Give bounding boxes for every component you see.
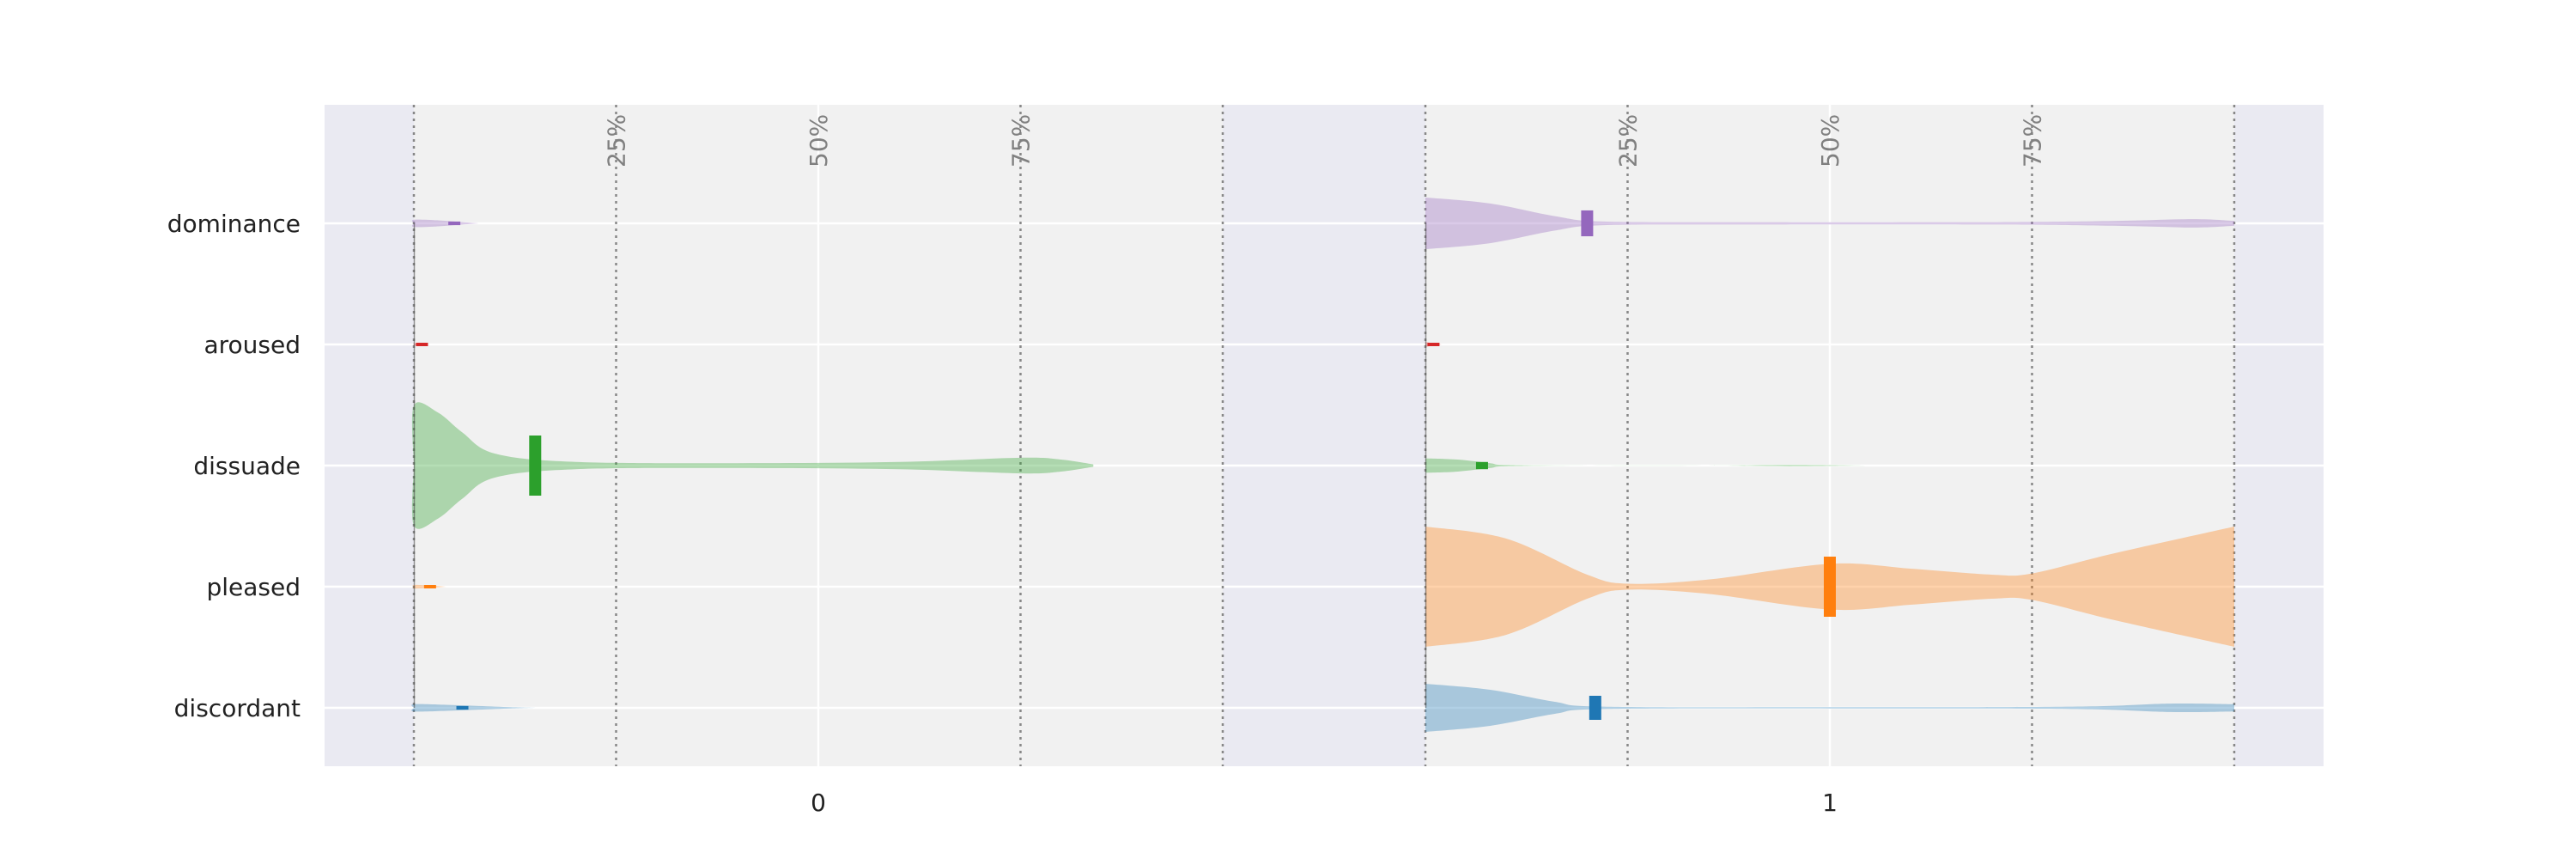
violin-1-dominance <box>1425 197 2234 250</box>
violin-0-dominance <box>411 219 479 228</box>
x-tick-label-1: 1 <box>1822 789 1838 817</box>
category-label-discordant: discordant <box>174 694 301 722</box>
category-label-dissuade: dissuade <box>193 452 301 480</box>
x-tick-label-0: 0 <box>811 789 826 817</box>
violin-1-discordant <box>1425 684 2234 732</box>
median-marker-1-dominance <box>1581 210 1594 237</box>
median-marker-1-dissuade <box>1475 461 1488 470</box>
violin-0-dissuade <box>411 402 1094 529</box>
median-marker-0-dissuade <box>529 436 542 496</box>
axis-labels: 0 1 25% 50% 75% 25% 50% 75% dominance aroused diss… <box>167 114 2047 817</box>
quantile-label-1-25%: 25% <box>1614 114 1643 168</box>
median-marker-0-aroused <box>416 343 428 346</box>
median-marker-0-dominance <box>448 221 461 226</box>
quantile-label-0-25%: 25% <box>603 114 631 168</box>
category-label-dominance: dominance <box>167 210 301 238</box>
quantile-label-1-75%: 75% <box>2019 114 2047 168</box>
category-label-pleased: pleased <box>206 573 301 601</box>
median-marker-1-aroused <box>1427 343 1440 346</box>
quantile-label-1-50%: 50% <box>1816 114 1844 168</box>
quantile-label-0-50%: 50% <box>805 114 833 168</box>
quantile-label-0-75%: 75% <box>1007 114 1036 168</box>
violins <box>411 197 2234 732</box>
median-marker-0-pleased <box>423 585 436 588</box>
median-marker-0-discordant <box>456 705 469 710</box>
median-marker-1-discordant <box>1589 696 1601 720</box>
violin-1-dissuade <box>1425 458 1871 473</box>
median-marker-1-pleased <box>1824 557 1836 617</box>
category-label-aroused: aroused <box>204 331 301 359</box>
grid-lines <box>325 105 2324 766</box>
violin-0-discordant <box>411 704 536 712</box>
